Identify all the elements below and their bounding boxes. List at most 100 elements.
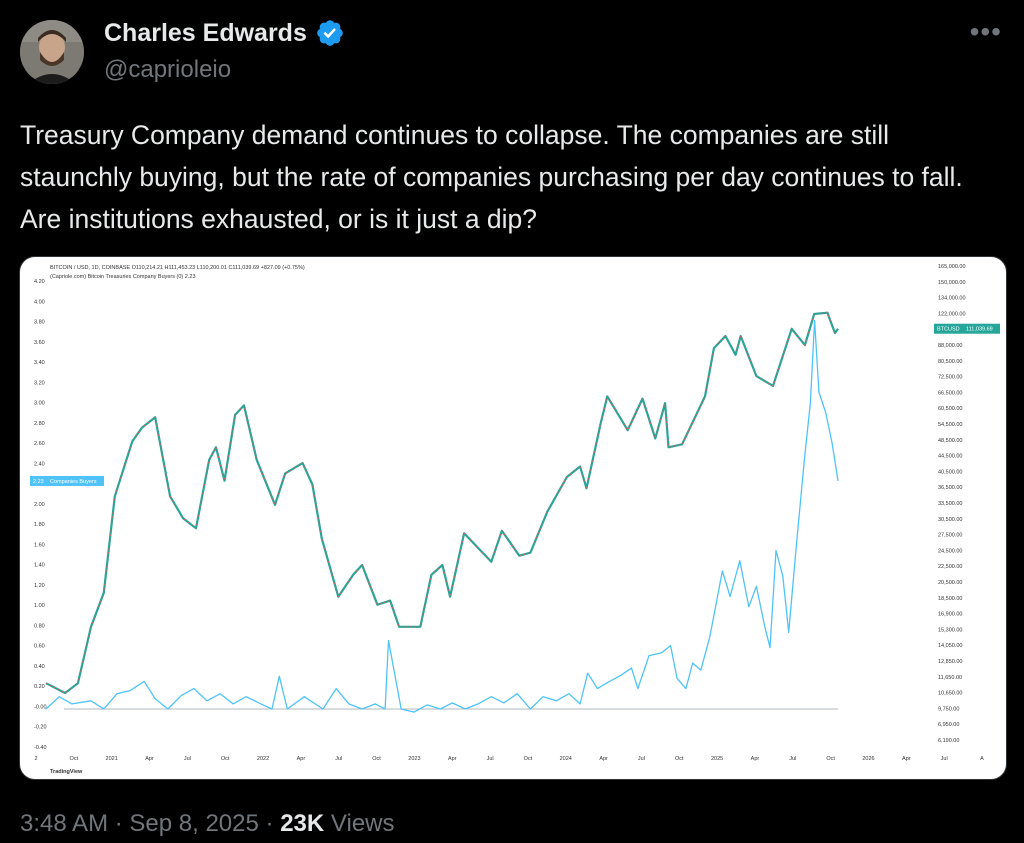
left-axis-tick: 4.00 (34, 299, 45, 305)
right-axis-tick: 20,500.00 (938, 580, 962, 586)
x-axis-tick: Apr (599, 756, 608, 762)
left-axis-tick: -0.00 (34, 704, 47, 710)
right-axis-tick: 40,500.00 (938, 469, 962, 475)
indicator-label-tag (30, 475, 104, 486)
right-axis-tick: 44,500.00 (938, 454, 962, 460)
x-axis-tick: 2021 (106, 756, 118, 762)
price-label-symbol: BTCUSD (937, 327, 960, 333)
x-axis-tick: Jul (335, 756, 342, 762)
right-axis-tick: 15,300.00 (938, 627, 962, 633)
tradingview-watermark: TradingView (50, 769, 83, 775)
left-axis-tick: 2.00 (34, 502, 45, 508)
right-axis-tick: 22,500.00 (938, 564, 962, 570)
tweet-time[interactable]: 3:48 AM (20, 810, 109, 837)
right-axis-tick: 134,000.00 (938, 296, 966, 302)
right-axis-tick: 27,500.00 (938, 533, 962, 539)
right-axis-tick: 36,500.00 (938, 485, 962, 491)
right-axis-tick: 165,000.00 (938, 264, 966, 270)
left-axis-tick: 1.20 (34, 583, 45, 589)
left-axis-tick: 3.80 (34, 320, 45, 326)
x-axis-tick: 2023 (408, 756, 420, 762)
right-axis-tick: 54,500.00 (938, 422, 962, 428)
x-axis-tick: Jul (941, 756, 948, 762)
left-axis-tick: 0.80 (34, 623, 45, 629)
right-axis-tick: 30,500.00 (938, 517, 962, 523)
more-options-icon[interactable]: ••• (969, 16, 1002, 47)
right-axis-tick: 9,750.00 (938, 706, 959, 712)
right-axis-tick: 48,500.00 (938, 438, 962, 444)
left-axis-tick: 1.80 (34, 522, 45, 528)
x-axis-tick: A (980, 756, 984, 762)
price-series-line (45, 311, 839, 695)
chart-header-symbol: BITCOIN / USD, 1D, COINBASE O110,214.21 … (50, 265, 305, 271)
tweet-media-chart[interactable]: BITCOIN / USD, 1D, COINBASE O110,214.21 … (19, 256, 1007, 780)
x-axis-tick: Apr (145, 756, 154, 762)
price-label-value: 111,039.69 (966, 327, 993, 333)
author-avatar[interactable] (20, 20, 84, 84)
left-axis-tick: 3.60 (34, 340, 45, 346)
right-axis-tick: 24,500.00 (938, 548, 962, 554)
x-axis-tick: Jul (638, 756, 645, 762)
right-axis-tick: 72,500.00 (938, 375, 962, 381)
author-handle[interactable]: @caprioleio (104, 56, 232, 83)
left-axis-tick: 0.60 (34, 644, 45, 650)
meta-separator: · (265, 810, 274, 837)
x-axis-tick: 2022 (257, 756, 269, 762)
right-axis-tick: 6,190.00 (938, 738, 959, 744)
left-axis-tick: 4.20 (34, 279, 45, 285)
right-axis-tick: 10,650.00 (938, 691, 962, 697)
x-axis-tick: Jul (789, 756, 796, 762)
left-axis-tick: -0.40 (34, 745, 47, 751)
chart-header-indicator: (Capriole.com) Bitcoin Treasuries Compan… (50, 274, 196, 280)
indicator-series-line (45, 319, 839, 713)
right-axis-tick: 11,650.00 (938, 675, 962, 681)
x-axis-tick: Apr (448, 756, 457, 762)
indicator-label-value: 2.23 (33, 479, 44, 485)
right-axis-tick: 16,900.00 (938, 612, 962, 618)
left-axis-tick: -0.20 (34, 725, 47, 731)
left-axis-tick: 1.60 (34, 542, 45, 548)
right-axis-tick: 66,500.00 (938, 390, 962, 396)
right-axis-tick: 14,050.00 (938, 643, 962, 649)
right-axis-tick: 80,500.00 (938, 359, 962, 365)
right-axis-tick: 18,500.00 (938, 596, 962, 602)
x-axis-tick: Jul (487, 756, 494, 762)
right-axis-tick: 33,500.00 (938, 501, 962, 507)
price-series-down-candles (45, 312, 839, 694)
x-axis-tick: 2024 (560, 756, 572, 762)
x-axis-tick: Oct (524, 756, 533, 762)
tweet-date[interactable]: Sep 8, 2025 (129, 810, 259, 837)
x-axis-tick: 2 (34, 756, 37, 762)
left-axis-tick: 3.40 (34, 360, 45, 366)
left-axis-tick: 1.40 (34, 563, 45, 569)
right-axis-tick: 6,950.00 (938, 722, 959, 728)
views-count: 23K (280, 810, 325, 837)
price-label-tag (934, 323, 1000, 334)
x-axis-tick: Oct (372, 756, 381, 762)
x-axis-tick: 2026 (862, 756, 874, 762)
verified-badge-icon (317, 20, 343, 46)
left-axis-tick: 2.60 (34, 441, 45, 447)
right-axis-tick: 122,000.00 (938, 311, 966, 317)
left-axis-tick: 0.20 (34, 684, 45, 690)
left-axis-tick: 1.00 (34, 603, 45, 609)
x-axis-tick: Oct (826, 756, 835, 762)
right-axis-tick: 88,000.00 (938, 343, 962, 349)
x-axis-tick: 2025 (711, 756, 723, 762)
x-axis-tick: Oct (221, 756, 230, 762)
x-axis-tick: Oct (70, 756, 79, 762)
author-name[interactable]: Charles Edwards (104, 18, 307, 47)
left-axis-tick: 3.00 (34, 401, 45, 407)
x-axis-tick: Jul (184, 756, 191, 762)
left-axis-tick: 2.40 (34, 461, 45, 467)
left-axis-tick: 3.20 (34, 380, 45, 386)
meta-separator: · (114, 810, 123, 837)
x-axis-tick: Apr (751, 756, 760, 762)
chart-svg: BITCOIN / USD, 1D, COINBASE O110,214.21 … (30, 264, 1000, 775)
x-axis-tick: Apr (297, 756, 306, 762)
tweet-text: Treasury Company demand continues to col… (20, 120, 963, 234)
x-axis-tick: Apr (902, 756, 911, 762)
indicator-label-text: Companies Buyers (50, 479, 97, 485)
left-axis-tick: 0.40 (34, 664, 45, 670)
views-label: Views (330, 810, 395, 837)
